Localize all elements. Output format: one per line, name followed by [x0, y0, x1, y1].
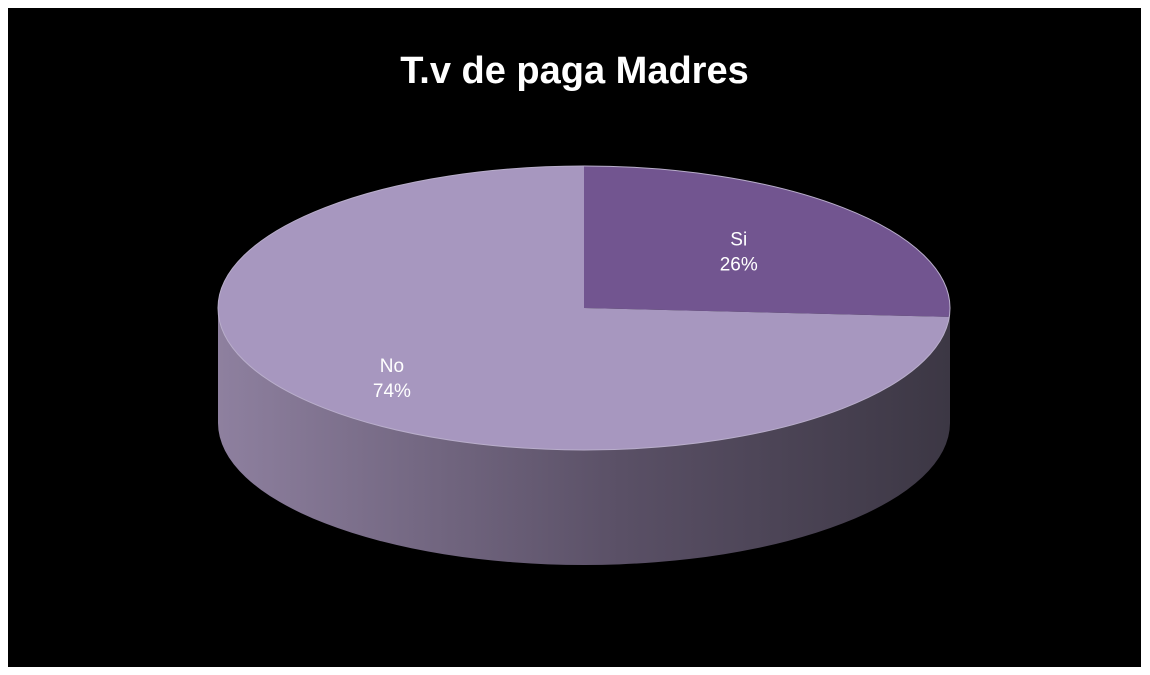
- pie-rim: [217, 165, 951, 451]
- slice-label-no: No 74%: [373, 356, 411, 402]
- pie-chart: Si 26% No 74%: [217, 165, 951, 565]
- chart-title: T.v de paga Madres: [400, 50, 749, 92]
- pie-slice-no: [217, 166, 950, 450]
- pie-slice-si: [584, 166, 950, 317]
- slice-label-si: Si 26%: [720, 230, 758, 276]
- chart-frame: T.v de paga Madres Si 26% No 74%: [8, 8, 1141, 667]
- pie-side-wall: [218, 308, 950, 565]
